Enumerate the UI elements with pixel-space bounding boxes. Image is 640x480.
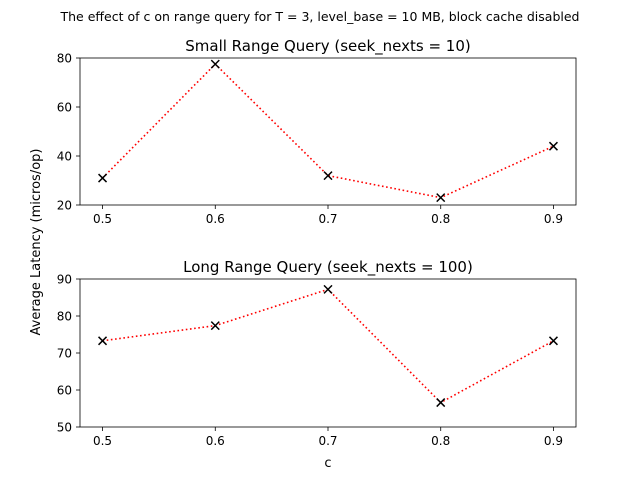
y-tick-label: 60 bbox=[57, 384, 72, 398]
data-point-marker bbox=[548, 336, 558, 346]
shared-x-axis-label: c bbox=[324, 456, 331, 471]
x-tick-label: 0.7 bbox=[318, 434, 337, 448]
y-tick-label: 90 bbox=[57, 273, 72, 287]
y-tick-label: 80 bbox=[57, 52, 72, 66]
data-point-marker bbox=[323, 284, 333, 294]
data-point-marker bbox=[436, 398, 446, 408]
y-tick-label: 50 bbox=[57, 421, 72, 435]
data-point-marker bbox=[98, 173, 108, 183]
x-tick-label: 0.8 bbox=[431, 212, 450, 226]
data-point-marker bbox=[210, 321, 220, 331]
axes-frame bbox=[79, 278, 577, 428]
x-tick-label: 0.8 bbox=[431, 434, 450, 448]
figure-suptitle: The effect of c on range query for T = 3… bbox=[60, 9, 580, 24]
series-line bbox=[101, 62, 554, 199]
y-tick-label: 60 bbox=[57, 101, 72, 115]
y-tick-label: 80 bbox=[57, 310, 72, 324]
data-point-marker bbox=[323, 171, 333, 181]
y-tick-label: 40 bbox=[57, 150, 72, 164]
x-tick-label: 0.5 bbox=[93, 434, 112, 448]
y-tick-label: 20 bbox=[57, 199, 72, 213]
y-tick-label: 70 bbox=[57, 347, 72, 361]
data-point-marker bbox=[548, 141, 558, 151]
data-point-marker bbox=[210, 59, 220, 69]
data-point-marker bbox=[98, 336, 108, 346]
axes-frame bbox=[79, 57, 577, 206]
panel-title: Long Range Query (seek_nexts = 100) bbox=[183, 258, 473, 277]
x-tick-label: 0.9 bbox=[544, 212, 563, 226]
x-tick-label: 0.7 bbox=[318, 212, 337, 226]
x-tick-label: 0.5 bbox=[93, 212, 112, 226]
x-tick-label: 0.9 bbox=[544, 434, 563, 448]
panel-title: Small Range Query (seek_nexts = 10) bbox=[185, 37, 471, 56]
x-tick-label: 0.6 bbox=[206, 434, 225, 448]
x-tick-label: 0.6 bbox=[206, 212, 225, 226]
long-range-query-panel: Long Range Query (seek_nexts = 100) 0.5 0.… bbox=[57, 258, 577, 448]
series-line bbox=[102, 288, 554, 404]
shared-y-axis-label: Average Latency (micros/op) bbox=[29, 149, 44, 336]
small-range-query-panel: Small Range Query (seek_nexts = 10) 0.5 0.… bbox=[57, 37, 577, 226]
data-point-marker bbox=[436, 193, 446, 203]
